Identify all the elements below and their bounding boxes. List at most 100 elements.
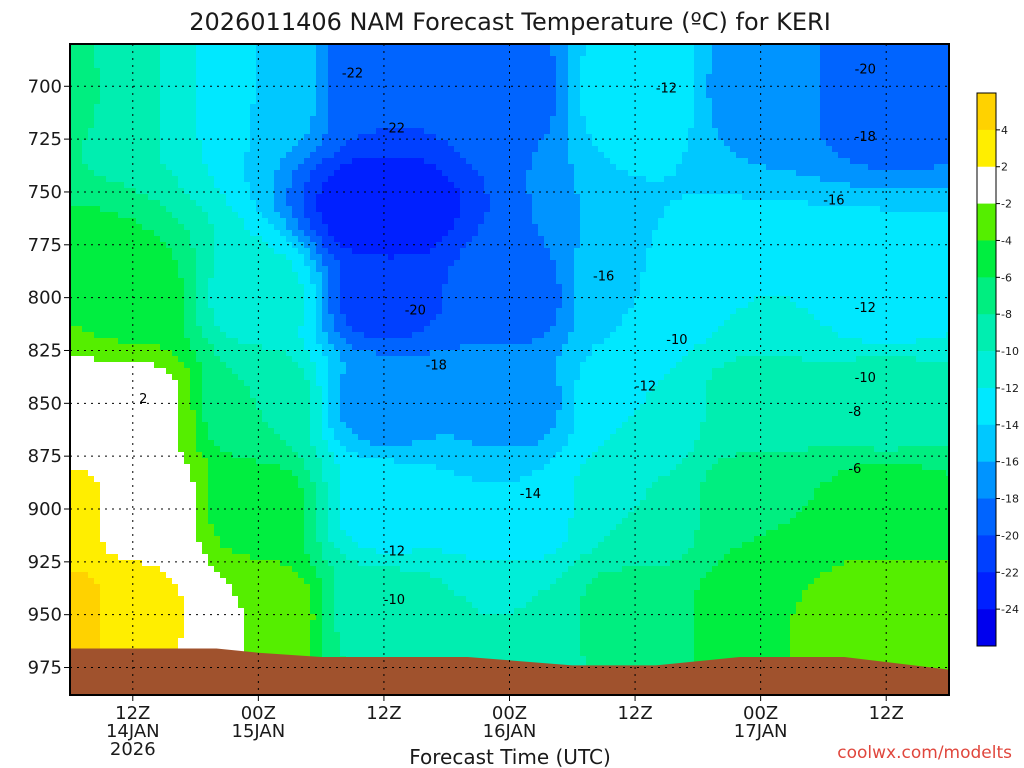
field-cell [328, 98, 335, 105]
field-cell [298, 206, 305, 213]
field-cell [118, 242, 125, 249]
field-cell [226, 296, 233, 303]
field-cell [250, 494, 257, 501]
field-cell [124, 80, 131, 87]
field-cell [106, 122, 113, 129]
field-cell [334, 644, 341, 651]
field-cell [184, 212, 191, 219]
field-cell [250, 644, 257, 651]
field-cell [94, 296, 101, 303]
field-cell [292, 218, 299, 225]
field-cell [94, 608, 101, 615]
field-cell [94, 200, 101, 207]
field-cell [154, 284, 161, 291]
field-cell [196, 386, 203, 393]
field-cell [280, 236, 287, 243]
field-cell [226, 608, 233, 615]
field-cell [154, 530, 161, 537]
field-cell [214, 80, 221, 87]
field-cell [220, 170, 227, 177]
field-cell [292, 368, 299, 375]
field-cell [190, 236, 197, 243]
field-cell [292, 284, 299, 291]
field-cell [304, 416, 311, 423]
field-cell [322, 356, 329, 363]
field-cell [244, 296, 251, 303]
field-cell [130, 158, 137, 165]
field-cell [298, 626, 305, 633]
field-cell [268, 152, 275, 159]
field-cell [214, 314, 221, 321]
field-cell [250, 302, 257, 309]
field-cell [106, 548, 113, 555]
field-cell [322, 512, 329, 519]
field-cell [322, 428, 329, 435]
field-cell [262, 422, 269, 429]
field-cell [118, 314, 125, 321]
field-cell [292, 488, 299, 495]
field-cell [100, 584, 107, 591]
field-cell [250, 62, 257, 69]
field-cell [250, 572, 257, 579]
field-cell [82, 566, 89, 573]
field-cell [208, 380, 215, 387]
field-cell [112, 74, 119, 81]
field-cell [202, 578, 209, 585]
field-cell [256, 146, 263, 153]
field-cell [124, 632, 131, 639]
field-cell [262, 596, 269, 603]
field-cell [160, 242, 167, 249]
field-cell [334, 464, 341, 471]
field-cell [88, 158, 95, 165]
field-cell [214, 566, 221, 573]
field-cell [88, 434, 95, 441]
field-cell [328, 86, 335, 93]
field-cell [250, 56, 257, 63]
field-cell [124, 212, 131, 219]
field-cell [190, 260, 197, 267]
field-cell [250, 416, 257, 423]
field-cell [100, 632, 107, 639]
field-cell [76, 320, 83, 327]
field-cell [214, 458, 221, 465]
field-cell [112, 632, 119, 639]
field-cell [298, 212, 305, 219]
field-cell [250, 590, 257, 597]
field-cell [280, 284, 287, 291]
field-cell [286, 356, 293, 363]
field-cell [178, 512, 185, 519]
field-cell [88, 344, 95, 351]
field-cell [334, 170, 341, 177]
field-cell [88, 140, 95, 147]
field-cell [298, 482, 305, 489]
field-cell [226, 464, 233, 471]
field-cell [82, 596, 89, 603]
field-cell [136, 572, 143, 579]
field-cell [286, 620, 293, 627]
field-cell [316, 218, 323, 225]
field-cell [106, 236, 113, 243]
field-cell [298, 446, 305, 453]
field-cell [154, 110, 161, 117]
field-cell [316, 386, 323, 393]
field-cell [322, 500, 329, 507]
field-cell [220, 200, 227, 207]
field-cell [160, 74, 167, 81]
field-cell [190, 230, 197, 237]
field-cell [244, 194, 251, 201]
field-cell [340, 404, 347, 411]
field-cell [100, 500, 107, 507]
field-cell [82, 548, 89, 555]
field-cell [112, 380, 119, 387]
field-cell [142, 350, 149, 357]
field-cell [316, 524, 323, 531]
field-cell [292, 50, 299, 57]
field-cell [148, 152, 155, 159]
field-cell [238, 74, 245, 81]
field-cell [148, 524, 155, 531]
field-cell [82, 560, 89, 567]
field-cell [310, 500, 317, 507]
field-cell [214, 50, 221, 57]
field-cell [208, 548, 215, 555]
field-cell [124, 428, 131, 435]
